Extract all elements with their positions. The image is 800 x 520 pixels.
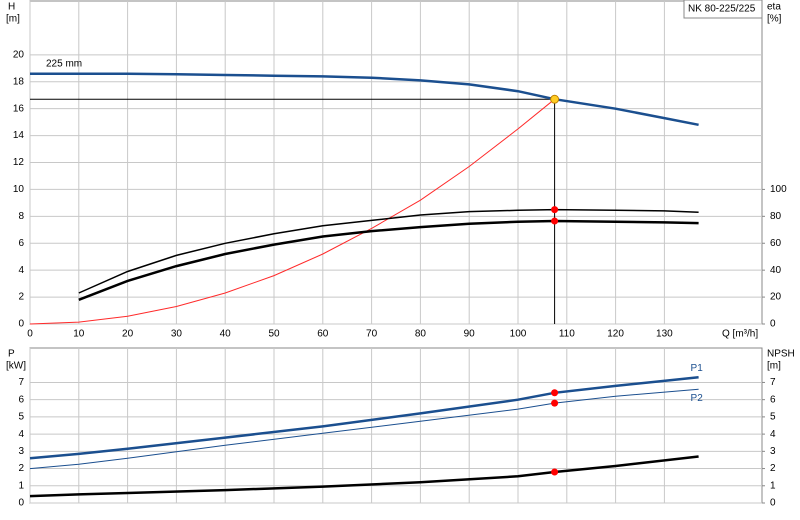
y2-tick-label: 20	[770, 292, 782, 303]
plot-area	[29, 347, 763, 504]
y2-tick-label: 7	[770, 377, 776, 388]
curve	[29, 98, 555, 325]
y2-tick-label: 4	[770, 429, 776, 440]
x-axis-label: Q [m³/h]	[722, 329, 758, 340]
y-tick-label: 5	[18, 412, 24, 423]
y-tick-label: 16	[13, 103, 25, 114]
y-tick-label: 4	[18, 429, 24, 440]
y2-axis-unit: [%]	[767, 14, 782, 25]
y2-axis-label: NPSH	[767, 349, 795, 360]
y2-axis-label: eta	[767, 2, 781, 13]
duty-marker	[551, 389, 559, 397]
curve-label: P1	[691, 363, 704, 374]
y-tick-label: 18	[13, 76, 25, 87]
x-tick-label: 0	[27, 329, 33, 340]
x-tick-label: 80	[415, 329, 427, 340]
y-tick-label: 14	[13, 130, 25, 141]
y2-axis-unit: [m]	[767, 361, 781, 372]
curve	[30, 72, 699, 127]
y2-tick-label: 3	[770, 446, 776, 457]
y-tick-label: 20	[13, 49, 25, 60]
y-tick-label: 10	[13, 184, 25, 195]
duty-marker	[551, 217, 559, 225]
y-axis-label: P	[8, 349, 15, 360]
curve	[29, 388, 699, 470]
curve-label: P2	[691, 393, 704, 404]
y-tick-label: 6	[18, 238, 24, 249]
y-tick-label: 12	[13, 157, 25, 168]
x-tick-label: 60	[317, 329, 329, 340]
duty-marker	[551, 399, 559, 407]
curve	[29, 455, 699, 498]
y-tick-label: 7	[18, 377, 24, 388]
y2-tick-label: 2	[770, 463, 776, 474]
y-tick-label: 6	[18, 394, 24, 405]
y-tick-label: 8	[18, 211, 24, 222]
duty-marker	[551, 468, 559, 476]
x-tick-label: 30	[171, 329, 183, 340]
y-axis-unit: [m]	[6, 14, 20, 25]
y-tick-label: 4	[18, 265, 24, 276]
y-tick-label: 3	[18, 446, 24, 457]
chart-title: NK 80-225/225	[688, 4, 756, 15]
x-tick-label: 70	[366, 329, 378, 340]
curve	[78, 219, 699, 301]
x-tick-label: 120	[607, 329, 624, 340]
duty-point	[550, 94, 560, 104]
x-tick-label: 90	[464, 329, 476, 340]
y2-tick-label: 100	[770, 184, 787, 195]
title-box	[683, 0, 763, 19]
y2-tick-label: 40	[770, 265, 782, 276]
x-tick-label: 20	[122, 329, 134, 340]
y-tick-label: 1	[18, 480, 24, 491]
x-tick-label: 50	[268, 329, 280, 340]
y-tick-label: 0	[18, 498, 24, 509]
y2-tick-label: 5	[770, 412, 776, 423]
x-tick-label: 110	[559, 329, 575, 340]
y-tick-label: 2	[18, 463, 24, 474]
y2-tick-label: 1	[770, 480, 776, 491]
y2-tick-label: 0	[770, 498, 776, 509]
y2-tick-label: 60	[770, 238, 782, 249]
y2-tick-label: 6	[770, 394, 776, 405]
duty-marker	[551, 206, 559, 214]
y2-tick-label: 0	[770, 319, 776, 330]
curve-label: 225 mm	[46, 58, 82, 69]
x-tick-label: 130	[656, 329, 673, 340]
x-tick-label: 10	[73, 329, 85, 340]
y-tick-label: 2	[18, 292, 24, 303]
y-axis-unit: [kW]	[6, 361, 26, 372]
curve	[78, 208, 699, 294]
x-tick-label: 100	[510, 329, 527, 340]
y-axis-label: H	[8, 2, 15, 13]
x-tick-label: 40	[220, 329, 232, 340]
y2-tick-label: 80	[770, 211, 782, 222]
y-tick-label: 0	[18, 319, 24, 330]
curve	[29, 376, 699, 460]
